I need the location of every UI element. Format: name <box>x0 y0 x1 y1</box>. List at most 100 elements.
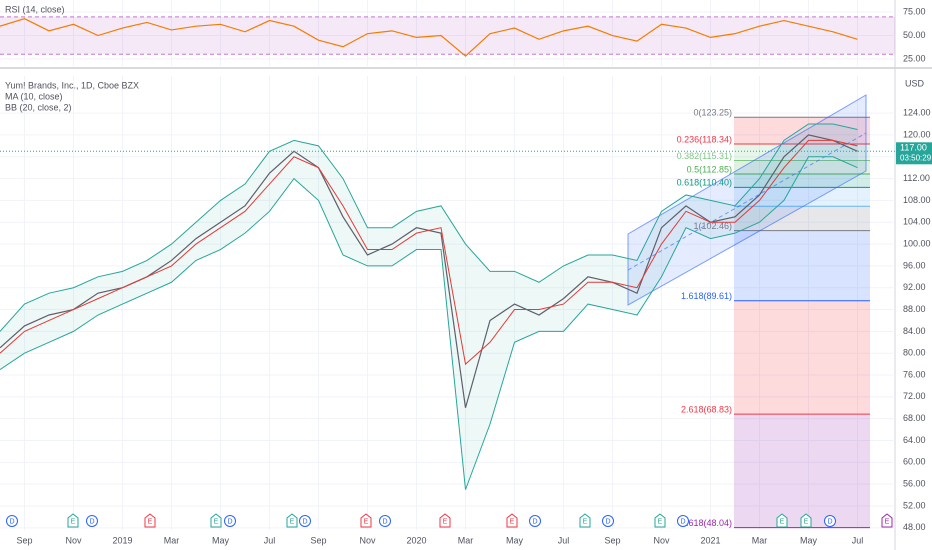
series-line <box>0 18 858 57</box>
y-tick-label: 84.00 <box>903 326 926 336</box>
indicator-label: BB (20, close, 2) <box>5 102 72 112</box>
y-tick-label: 52.00 <box>903 500 926 510</box>
series-line <box>0 156 858 490</box>
indicator-label: MA (10, close) <box>5 91 63 101</box>
fib-label: 0.382(115.31) <box>677 151 732 161</box>
event-label: D <box>89 518 94 525</box>
event-icon <box>286 513 298 528</box>
event-icon <box>776 513 788 528</box>
x-tick-label: 2020 <box>406 535 426 545</box>
channel-mid <box>627 132 867 271</box>
event-label: E <box>290 518 295 525</box>
event-label: D <box>827 518 832 525</box>
event-icon <box>677 515 689 527</box>
event-label: E <box>364 518 369 525</box>
x-tick-label: 2021 <box>700 535 720 545</box>
y-tick-label: 92.00 <box>903 282 926 292</box>
last-price: 117.00 <box>900 143 927 153</box>
fib-zone <box>734 187 870 207</box>
last-price-tag <box>896 142 932 165</box>
y-tick-label: 50.00 <box>903 30 926 40</box>
currency: USD <box>905 78 925 88</box>
fib-label: 0(123.25) <box>693 108 732 118</box>
event-icon <box>654 513 666 528</box>
fib-zone <box>734 300 870 415</box>
y-tick-label: 80.00 <box>903 348 926 358</box>
y-tick-label: 48.00 <box>903 522 926 532</box>
x-tick-label: Sep <box>16 535 32 545</box>
event-icon <box>144 513 156 528</box>
event-icon <box>881 513 893 528</box>
bb-fill <box>0 124 858 490</box>
fib-label: 0.236(118.34) <box>677 134 732 144</box>
event-icon <box>800 513 812 528</box>
event-label: E <box>658 518 663 525</box>
event-icon <box>86 515 98 527</box>
event-label: D <box>227 518 232 525</box>
event-icon <box>224 515 236 527</box>
event-label: E <box>214 518 219 525</box>
x-tick-label: Mar <box>458 535 474 545</box>
event-label: E <box>148 518 153 525</box>
event-label: E <box>510 518 515 525</box>
event-label: E <box>71 518 76 525</box>
y-tick-label: 25.00 <box>903 53 926 63</box>
fib-label: 2.618(68.83) <box>681 405 732 415</box>
event-label: E <box>885 518 890 525</box>
event-label: D <box>382 518 387 525</box>
event-label: D <box>532 518 537 525</box>
fib-zone <box>734 173 870 188</box>
x-tick-label: Mar <box>164 535 180 545</box>
y-tick-label: 56.00 <box>903 479 926 489</box>
event-icon <box>6 515 18 527</box>
fib-label: 0.618(110.40) <box>677 178 732 188</box>
y-tick-label: 108.00 <box>903 195 931 205</box>
channel <box>627 94 867 306</box>
x-tick-label: Jul <box>558 535 570 545</box>
event-icon <box>210 513 222 528</box>
event-label: E <box>443 518 448 525</box>
event-label: D <box>605 518 610 525</box>
x-tick-label: May <box>212 535 230 545</box>
y-tick-label: 120.00 <box>903 129 931 139</box>
fib-label: 0.5(112.85) <box>687 164 732 174</box>
y-tick-label: 75.00 <box>903 7 926 17</box>
fib-zone <box>734 206 870 231</box>
event-icon <box>67 513 79 528</box>
event-icon <box>529 515 541 527</box>
y-tick-label: 100.00 <box>903 238 931 248</box>
x-tick-label: Nov <box>359 535 376 545</box>
y-tick-label: 112.00 <box>903 173 930 183</box>
y-tick-label: 96.00 <box>903 260 926 270</box>
x-tick-label: Sep <box>604 535 620 545</box>
event-label: D <box>302 518 307 525</box>
x-tick-label: Jul <box>852 535 864 545</box>
y-tick-label: 72.00 <box>903 391 926 401</box>
event-icon <box>824 515 836 527</box>
event-icon <box>360 513 372 528</box>
y-tick-label: 60.00 <box>903 457 926 467</box>
fib-zone <box>734 160 870 174</box>
event-icon <box>506 513 518 528</box>
y-tick-label: 88.00 <box>903 304 926 314</box>
x-tick-label: May <box>506 535 524 545</box>
x-tick-label: Mar <box>752 535 768 545</box>
y-tick-label: 104.00 <box>903 217 931 227</box>
event-icon <box>379 515 391 527</box>
fib-zone <box>734 117 870 144</box>
x-tick-label: Nov <box>65 535 82 545</box>
x-tick-label: 2019 <box>112 535 132 545</box>
rsi-band <box>0 16 895 55</box>
y-tick-label: 124.00 <box>903 107 931 117</box>
event-icon <box>579 513 591 528</box>
rsi-title: RSI (14, close) <box>5 4 65 14</box>
y-tick-label: 76.00 <box>903 369 926 379</box>
event-label: D <box>9 518 14 525</box>
event-icon <box>299 515 311 527</box>
fib-zone <box>734 143 870 161</box>
chart-title: Yum! Brands, Inc., 1D, Cboe BZX <box>5 80 139 90</box>
x-tick-label: Nov <box>653 535 670 545</box>
y-tick-label: 68.00 <box>903 413 926 423</box>
x-tick-label: May <box>800 535 818 545</box>
